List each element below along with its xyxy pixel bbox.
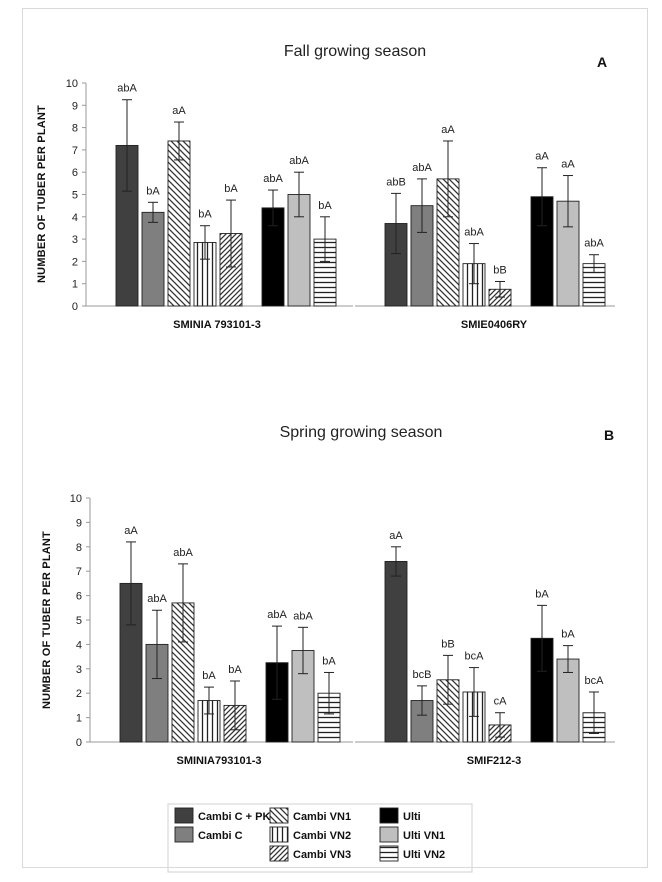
legend-swatch-cambi-vn3 (269, 845, 289, 862)
legend-swatch-ulti-vn1 (379, 826, 399, 843)
legend-swatch-ulti (379, 807, 399, 824)
significance-label: aA (441, 124, 455, 136)
panel-b-group-label: SMIF212-3 (467, 755, 521, 767)
significance-label: bcA (585, 675, 605, 687)
panel-b-y-tick-label: 3 (76, 664, 82, 676)
legend-label-ulti-vn1: Ulti VN1 (403, 830, 445, 842)
legend-swatch-cambi-vn1 (269, 807, 289, 824)
panel-a-y-tick-label: 10 (66, 78, 78, 90)
significance-label: bA (202, 670, 216, 682)
panel-a-y-tick-label: 9 (72, 100, 78, 112)
significance-label: bA (561, 629, 575, 641)
legend-label-cambi-vn2: Cambi VN2 (293, 830, 351, 842)
significance-label: bA (198, 209, 212, 221)
significance-label: abA (289, 155, 309, 167)
panel-a-y-tick-label: 6 (72, 167, 78, 179)
panel-b-y-tick-label: 5 (76, 615, 82, 627)
significance-label: abA (173, 547, 193, 559)
panel-a-ylabel: NUMBER OF TUBER PER PLANT (36, 105, 48, 283)
panel-b-label: B (604, 427, 614, 443)
significance-label: abB (386, 176, 406, 188)
significance-label: bcA (465, 651, 485, 663)
panel-b-y-tick-label: 10 (70, 493, 82, 505)
significance-label: abA (464, 227, 484, 239)
panel-a-y-tick-label: 7 (72, 145, 78, 157)
significance-label: bA (228, 664, 242, 676)
legend-swatch-cambi-vn2 (269, 826, 289, 843)
panel-a-y-tick-label: 8 (72, 123, 78, 135)
figure-frame (22, 8, 648, 868)
legend-label-cambi-vn3: Cambi VN3 (293, 849, 351, 861)
panel-b-ylabel: NUMBER OF TUBER PER PLANT (41, 531, 53, 709)
legend-label-cambi-c: Cambi C (198, 830, 243, 842)
panel-a-label: A (597, 54, 607, 70)
significance-label: bA (318, 200, 332, 212)
significance-label: aA (172, 105, 186, 117)
significance-label: bB (493, 264, 506, 276)
significance-label: bcB (413, 669, 432, 681)
significance-label: bB (441, 638, 454, 650)
legend-swatch-cambi-c (174, 826, 194, 843)
panel-a-title: Fall growing season (284, 43, 426, 60)
panel-b-plot: 0 1 2 3 4 5 6 7 8 9 10 SMINIA793101-3 aA abA abA bA bA ab… (70, 493, 615, 767)
significance-label: abA (267, 609, 287, 621)
panel-b-y-tick-label: 4 (76, 639, 82, 651)
significance-label: aA (124, 525, 138, 537)
panel-a-y-tick-label: 3 (72, 234, 78, 246)
panel-a-y-tick-label: 4 (72, 212, 78, 224)
significance-label: abA (117, 83, 137, 95)
panel-b-y-tick-label: 1 (76, 713, 82, 725)
significance-label: abA (293, 610, 313, 622)
significance-label: abA (263, 173, 283, 185)
significance-label: cA (494, 696, 508, 708)
significance-label: abA (147, 593, 167, 605)
significance-label: aA (389, 530, 403, 542)
panel-b-title: Spring growing season (280, 424, 443, 441)
panel-b-y-tick-label: 0 (76, 737, 82, 749)
panel-a-y-tick-label: 0 (72, 301, 78, 313)
significance-label: bA (322, 655, 336, 667)
significance-label: bA (146, 185, 160, 197)
panel-a-y-tick-label: 2 (72, 256, 78, 268)
panel-b-y-tick-label: 6 (76, 591, 82, 603)
legend-label-ulti: Ulti (403, 811, 421, 823)
legend-swatch-ulti-vn2 (379, 845, 399, 862)
legend-label-cambi-vn1: Cambi VN1 (293, 811, 351, 823)
legend-swatch-cambi-c-pk (174, 807, 194, 824)
legend-box (167, 803, 473, 873)
significance-label: abA (584, 238, 604, 250)
significance-label: aA (561, 159, 575, 171)
legend: Cambi C + PK Cambi C Cambi VN1 Cambi VN2 Cam… (167, 803, 473, 873)
panel-b-y-tick-label: 9 (76, 517, 82, 529)
significance-label: bA (535, 588, 549, 600)
significance-label: bA (224, 183, 238, 195)
significance-label: abA (412, 162, 432, 174)
panel-a-plot: 0 1 2 3 4 5 6 7 8 9 10 SMINIA 793101-3 abA bA aA bA bA ab… (66, 78, 615, 331)
legend-label-cambi-c-pk: Cambi C + PK (198, 811, 270, 823)
panel-b-y-tick-label: 8 (76, 542, 82, 554)
panel-a-y-tick-label: 5 (72, 190, 78, 202)
legend-label-ulti-vn2: Ulti VN2 (403, 849, 445, 861)
panel-b-group-label: SMINIA793101-3 (177, 755, 262, 767)
panel-b-y-tick-label: 7 (76, 566, 82, 578)
panel-a-group-label: SMIE0406RY (461, 319, 528, 331)
panel-b-y-tick-label: 2 (76, 688, 82, 700)
panel-a-y-tick-label: 1 (72, 279, 78, 291)
panel-a-group-label: SMINIA 793101-3 (173, 319, 261, 331)
significance-label: aA (535, 151, 549, 163)
